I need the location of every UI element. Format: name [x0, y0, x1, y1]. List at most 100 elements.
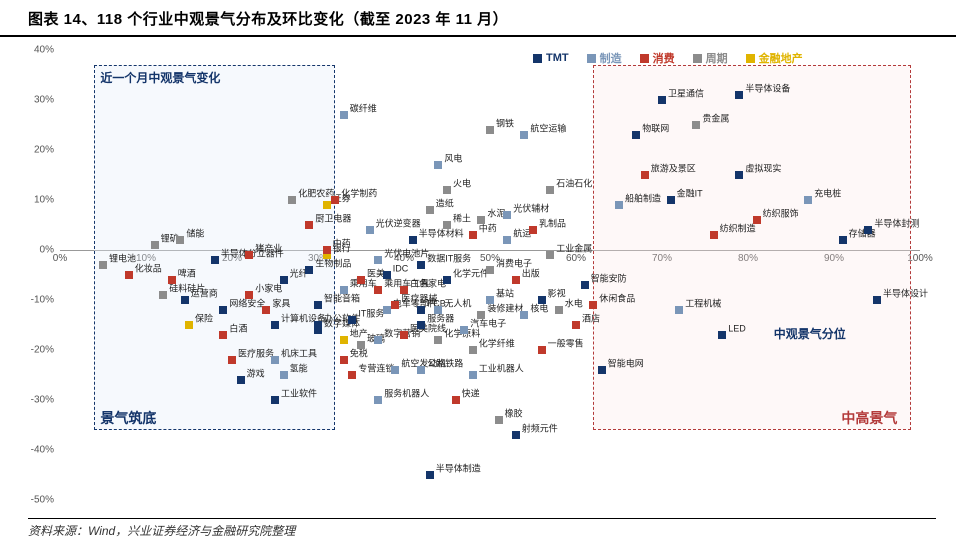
- data-point: [598, 366, 606, 374]
- chart-title: 图表 14、118 个行业中观景气分布及环比变化（截至 2023 年 11 月）: [28, 8, 928, 29]
- data-label: 乳制品: [539, 220, 566, 229]
- legend-item: 制造: [587, 50, 622, 66]
- data-label: 出版: [522, 270, 540, 279]
- data-label: 风电: [444, 155, 462, 164]
- data-label: 贵金属: [702, 115, 729, 124]
- data-label: 白色家电: [410, 280, 446, 289]
- data-label: 保险: [195, 315, 213, 324]
- data-point: [331, 196, 339, 204]
- x-tick-label: 0%: [53, 253, 67, 264]
- data-point: [348, 316, 356, 324]
- data-point: [400, 286, 408, 294]
- legend-swatch: [693, 54, 702, 63]
- y-tick-label: -40%: [31, 445, 60, 456]
- data-point: [340, 336, 348, 344]
- data-point: [426, 471, 434, 479]
- data-point: [245, 291, 253, 299]
- data-point: [873, 296, 881, 304]
- legend-item: 消费: [640, 50, 675, 66]
- data-point: [305, 266, 313, 274]
- data-point: [692, 121, 700, 129]
- data-point: [452, 396, 460, 404]
- data-label: 半导体设备: [745, 85, 790, 94]
- data-label: 半导体制造: [436, 465, 481, 474]
- data-point: [348, 371, 356, 379]
- data-point: [469, 231, 477, 239]
- data-label: 虚拟现实: [745, 165, 781, 174]
- data-point: [409, 236, 417, 244]
- data-label: 酒店: [582, 315, 600, 324]
- data-point: [864, 226, 872, 234]
- legend-swatch: [746, 54, 755, 63]
- data-point: [357, 276, 365, 284]
- data-point: [443, 186, 451, 194]
- data-label: 厨卫电器: [315, 215, 351, 224]
- data-label: 化肥农药: [298, 190, 334, 199]
- data-label: 运营商: [191, 290, 218, 299]
- data-point: [271, 321, 279, 329]
- data-point: [99, 261, 107, 269]
- y-tick-label: 40%: [34, 45, 60, 56]
- data-point: [469, 346, 477, 354]
- data-point: [159, 291, 167, 299]
- data-label: 橡胶: [505, 410, 523, 419]
- data-label: 中药: [333, 240, 351, 249]
- data-point: [710, 231, 718, 239]
- data-point: [168, 276, 176, 284]
- data-label: IT服务: [358, 310, 384, 319]
- legend: TMT制造消费周期金融地产: [533, 50, 803, 66]
- data-point: [237, 376, 245, 384]
- data-point: [219, 306, 227, 314]
- data-point: [512, 276, 520, 284]
- legend-text: TMT: [546, 52, 569, 64]
- data-point: [219, 331, 227, 339]
- legend-swatch: [533, 54, 542, 63]
- data-point: [555, 306, 563, 314]
- data-label: 服务器: [427, 315, 454, 324]
- data-point: [340, 111, 348, 119]
- data-point: [529, 226, 537, 234]
- data-point: [374, 396, 382, 404]
- data-label: 纺织服饰: [763, 210, 799, 219]
- data-point: [357, 341, 365, 349]
- data-label: 光伏电池片: [384, 250, 429, 259]
- data-point: [572, 321, 580, 329]
- data-point: [323, 246, 331, 254]
- legend-text: 制造: [600, 50, 622, 66]
- data-point: [667, 196, 675, 204]
- data-label: 水电: [565, 300, 583, 309]
- data-point: [503, 236, 511, 244]
- data-point: [374, 286, 382, 294]
- data-label: 生物制品: [315, 260, 351, 269]
- data-label: 免税: [350, 350, 368, 359]
- data-label: 中药: [479, 225, 497, 234]
- data-label: 小家电: [255, 285, 282, 294]
- data-label: 半导体材料: [419, 230, 464, 239]
- data-label: 医美院线: [410, 325, 446, 334]
- data-point: [675, 306, 683, 314]
- data-label: 纺织制造: [720, 225, 756, 234]
- data-point: [615, 201, 623, 209]
- legend-text: 消费: [653, 50, 675, 66]
- data-label: 基站: [496, 290, 514, 299]
- data-label: 金融IT: [677, 190, 703, 199]
- data-point: [151, 241, 159, 249]
- legend-swatch: [640, 54, 649, 63]
- data-label: 专营连锁: [358, 365, 394, 374]
- title-bar: 图表 14、118 个行业中观景气分布及环比变化（截至 2023 年 11 月）: [0, 0, 956, 37]
- data-label: 家具: [272, 300, 290, 309]
- data-point: [366, 226, 374, 234]
- legend-item: 周期: [693, 50, 728, 66]
- data-point: [632, 131, 640, 139]
- data-label: 医疗服务: [238, 350, 274, 359]
- scatter-plot: -50%-40%-30%-20%-10%0%10%20%30%40%0%10%2…: [60, 50, 920, 500]
- footer-rule: [28, 518, 936, 519]
- data-label: 船舶制造: [625, 195, 661, 204]
- data-point: [538, 296, 546, 304]
- data-label: 化学纤维: [479, 340, 515, 349]
- data-point: [391, 366, 399, 374]
- data-point: [486, 126, 494, 134]
- data-point: [495, 416, 503, 424]
- data-label: 半导体封测: [874, 220, 919, 229]
- data-point: [520, 311, 528, 319]
